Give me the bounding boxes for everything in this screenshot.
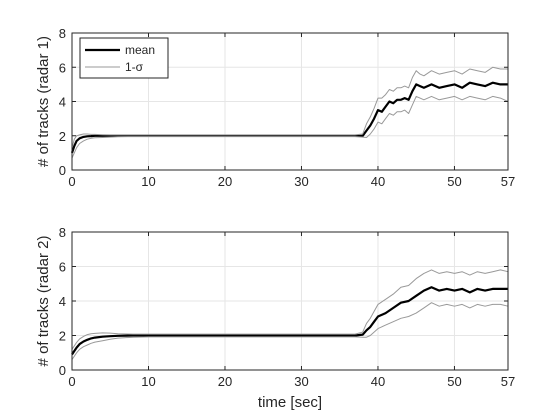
y-tick-label: 4: [59, 294, 66, 309]
series-line-sigma-2: [71, 269, 509, 350]
x-axis-label: time [sec]: [258, 394, 322, 411]
series-line-sigma-1: [71, 302, 509, 360]
x-tick-label: 30: [294, 374, 308, 389]
x-tick-label: 10: [141, 374, 155, 389]
legend-label: mean: [125, 43, 155, 57]
x-tick-label: 20: [218, 374, 232, 389]
x-tick-label: 57: [501, 374, 515, 389]
y-tick-label: 6: [59, 260, 66, 275]
x-tick-label: 0: [68, 374, 75, 389]
y-tick-label: 8: [59, 225, 66, 240]
x-tick-label: 50: [447, 374, 461, 389]
x-tick-label: 40: [371, 174, 385, 189]
series-line-sigma-1: [71, 95, 509, 159]
x-tick-label: 57: [501, 174, 515, 189]
series-line-mean: [71, 286, 508, 356]
y-axis-label: # of tracks (radar 1): [35, 36, 52, 167]
chart-panel-radar-1: 0 10 20 30 40 50 57 0 2 4 6 8 # of tracks (radar 1) m…: [35, 26, 515, 189]
x-tick-label: 40: [371, 374, 385, 389]
x-tick-label: 0: [68, 174, 75, 189]
y-tick-label: 2: [59, 129, 66, 144]
y-tick-label: 6: [59, 60, 66, 75]
series-line-mean: [70, 81, 508, 154]
y-tick-label: 4: [59, 95, 66, 110]
chart-panel-radar-2: 0 10 20 30 40 50 57 0 2 4 6 8 # of tracks (radar 2) t…: [35, 225, 515, 411]
x-tick-label: 30: [294, 174, 308, 189]
y-axis-label: # of tracks (radar 2): [35, 236, 52, 367]
y-tick-label: 0: [59, 363, 66, 378]
legend-label: 1-σ: [125, 60, 144, 74]
series-line-sigma-2: [71, 66, 508, 148]
legend-box: [79, 37, 169, 79]
y-tick-label: 2: [59, 329, 66, 344]
x-tick-label: 20: [218, 174, 232, 189]
y-tick-label: 8: [59, 26, 66, 41]
y-tick-label: 0: [59, 163, 66, 178]
x-tick-label: 10: [141, 174, 155, 189]
legend: mean 1-σ: [79, 37, 169, 79]
x-tick-label: 50: [447, 174, 461, 189]
